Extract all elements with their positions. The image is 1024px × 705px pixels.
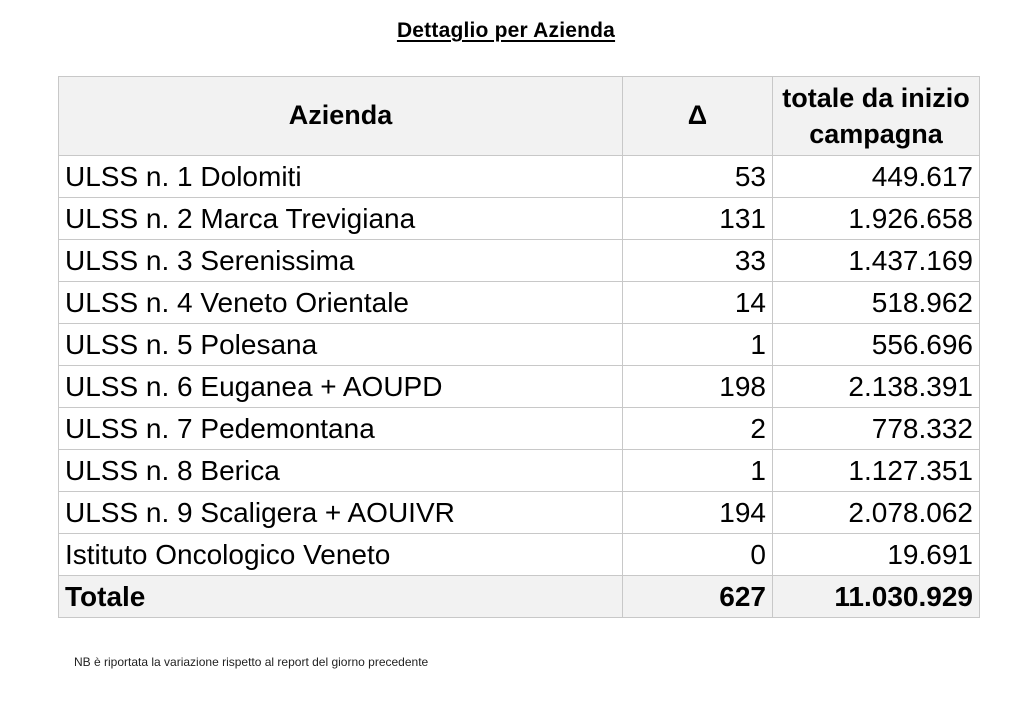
- cell-azienda: ULSS n. 2 Marca Trevigiana: [58, 197, 623, 240]
- header-azienda: Azienda: [58, 76, 623, 156]
- table-header-row: Azienda Δ totale da inizio campagna: [58, 76, 980, 156]
- cell-azienda: ULSS n. 1 Dolomiti: [58, 155, 623, 198]
- cell-delta: 198: [622, 365, 773, 408]
- page-title: Dettaglio per Azienda: [396, 19, 616, 42]
- cell-totale: 449.617: [772, 155, 980, 198]
- cell-azienda: ULSS n. 6 Euganea + AOUPD: [58, 365, 623, 408]
- cell-delta: 2: [622, 407, 773, 450]
- cell-delta: 0: [622, 533, 773, 576]
- table-row: ULSS n. 4 Veneto Orientale 14 518.962: [58, 281, 980, 324]
- cell-totale: 1.127.351: [772, 449, 980, 492]
- cell-delta: 194: [622, 491, 773, 534]
- cell-azienda: ULSS n. 3 Serenissima: [58, 239, 623, 282]
- cell-delta: 1: [622, 449, 773, 492]
- cell-azienda: ULSS n. 8 Berica: [58, 449, 623, 492]
- cell-azienda: ULSS n. 4 Veneto Orientale: [58, 281, 623, 324]
- cell-totale: 556.696: [772, 323, 980, 366]
- cell-azienda: Istituto Oncologico Veneto: [58, 533, 623, 576]
- cell-delta: 33: [622, 239, 773, 282]
- footnote: NB è riportata la variazione rispetto al…: [74, 655, 429, 669]
- table-total-row: Totale 627 11.030.929: [58, 575, 980, 618]
- header-delta: Δ: [622, 76, 773, 156]
- table-row: ULSS n. 3 Serenissima 33 1.437.169: [58, 239, 980, 282]
- cell-delta: 1: [622, 323, 773, 366]
- cell-delta: 131: [622, 197, 773, 240]
- cell-azienda: ULSS n. 9 Scaligera + AOUIVR: [58, 491, 623, 534]
- cell-totale: 518.962: [772, 281, 980, 324]
- cell-delta: 14: [622, 281, 773, 324]
- total-delta: 627: [622, 575, 773, 618]
- cell-azienda: ULSS n. 7 Pedemontana: [58, 407, 623, 450]
- table-row: ULSS n. 2 Marca Trevigiana 131 1.926.658: [58, 197, 980, 240]
- table-row: ULSS n. 6 Euganea + AOUPD 198 2.138.391: [58, 365, 980, 408]
- cell-delta: 53: [622, 155, 773, 198]
- table-row: ULSS n. 5 Polesana 1 556.696: [58, 323, 980, 366]
- table-row: ULSS n. 9 Scaligera + AOUIVR 194 2.078.0…: [58, 491, 980, 534]
- cell-totale: 1.437.169: [772, 239, 980, 282]
- cell-totale: 1.926.658: [772, 197, 980, 240]
- total-label: Totale: [58, 575, 623, 618]
- table-row: Istituto Oncologico Veneto 0 19.691: [58, 533, 980, 576]
- header-totale: totale da inizio campagna: [772, 76, 980, 156]
- table-row: ULSS n. 1 Dolomiti 53 449.617: [58, 155, 980, 198]
- cell-totale: 19.691: [772, 533, 980, 576]
- cell-totale: 2.078.062: [772, 491, 980, 534]
- total-totale: 11.030.929: [772, 575, 980, 618]
- table-row: ULSS n. 8 Berica 1 1.127.351: [58, 449, 980, 492]
- table-row: ULSS n. 7 Pedemontana 2 778.332: [58, 407, 980, 450]
- cell-azienda: ULSS n. 5 Polesana: [58, 323, 623, 366]
- cell-totale: 2.138.391: [772, 365, 980, 408]
- azienda-detail-table: Azienda Δ totale da inizio campagna ULSS…: [58, 76, 980, 618]
- cell-totale: 778.332: [772, 407, 980, 450]
